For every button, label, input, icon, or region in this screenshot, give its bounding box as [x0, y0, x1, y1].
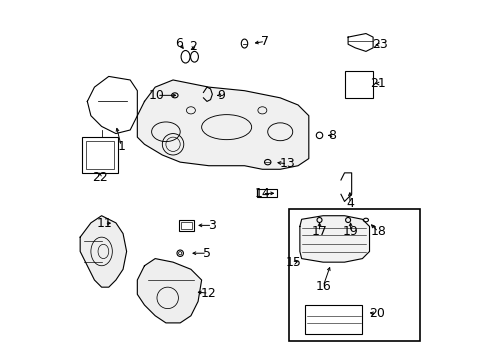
Text: 7: 7	[261, 35, 269, 48]
Text: 21: 21	[370, 77, 386, 90]
Polygon shape	[137, 258, 201, 323]
Text: 19: 19	[342, 225, 358, 238]
Text: 14: 14	[254, 187, 270, 200]
Bar	[344, 71, 372, 98]
Polygon shape	[137, 80, 308, 169]
Text: 8: 8	[327, 129, 335, 142]
Bar	[82, 137, 118, 173]
Bar	[85, 141, 114, 169]
Text: 15: 15	[285, 256, 301, 269]
Text: 1: 1	[117, 140, 125, 153]
Polygon shape	[80, 216, 126, 287]
Text: 17: 17	[311, 225, 327, 238]
Text: 16: 16	[315, 280, 330, 293]
Bar	[179, 220, 193, 231]
Text: 23: 23	[371, 39, 387, 51]
Text: 5: 5	[203, 247, 210, 260]
Text: 9: 9	[217, 89, 225, 102]
Text: 11: 11	[97, 217, 112, 230]
Bar	[181, 222, 192, 229]
Bar	[288, 208, 419, 341]
Polygon shape	[299, 216, 369, 262]
Text: 18: 18	[370, 225, 386, 238]
Bar	[257, 189, 276, 197]
Text: 4: 4	[345, 197, 353, 210]
Text: 22: 22	[92, 171, 107, 184]
Text: 13: 13	[279, 157, 295, 170]
Text: 10: 10	[149, 89, 164, 102]
Text: 6: 6	[175, 37, 183, 50]
Bar	[305, 305, 362, 334]
Text: 3: 3	[208, 219, 216, 232]
Text: 20: 20	[368, 307, 384, 320]
Text: 2: 2	[189, 40, 197, 53]
Text: 12: 12	[201, 287, 216, 300]
